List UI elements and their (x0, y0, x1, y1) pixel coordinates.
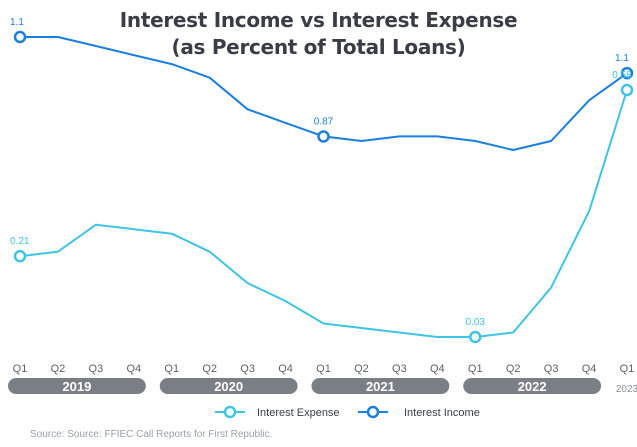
x-tick-label: Q1 (164, 363, 179, 375)
year-pill (159, 378, 298, 394)
series-line-interest-expense (19, 89, 628, 338)
x-tick-label: Q3 (89, 363, 104, 375)
data-point-marker (620, 83, 634, 97)
legend-label: Interest Income (404, 407, 480, 419)
data-point-marker (13, 30, 27, 44)
x-tick-label: Q2 (506, 363, 521, 375)
data-label: 1.1 (615, 53, 629, 64)
x-tick-label: Q1 (13, 363, 28, 375)
x-tick-label: Q2 (202, 363, 217, 375)
x-tick-label: Q1 (316, 363, 331, 375)
data-point-marker (13, 249, 27, 263)
year-label: 2021 (366, 379, 395, 394)
x-tick-label: Q3 (392, 363, 407, 375)
data-point-marker (620, 66, 634, 80)
x-tick-label: Q4 (582, 363, 597, 375)
x-tick-label: Q1 (620, 363, 635, 375)
x-tick-label: Q4 (278, 363, 293, 375)
year-pill (463, 378, 602, 394)
source-note: Source: Source: FFIEC Call Reports for F… (30, 429, 273, 440)
legend-marker (366, 405, 380, 419)
x-tick-label: Q3 (544, 363, 559, 375)
data-label: 1.1 (10, 17, 24, 28)
year-pill (8, 378, 146, 394)
data-label: 0.58 (612, 70, 632, 81)
chart-title-line-2: (as Percent of Total Loans) (171, 35, 466, 59)
x-tick-label: Q3 (240, 363, 255, 375)
chart-title-line-1: Interest Income vs Interest Expense (119, 8, 518, 32)
legend-marker (223, 405, 237, 419)
year-label: 2022 (518, 379, 547, 394)
x-tick-label: Q1 (468, 363, 483, 375)
year-label: 2019 (62, 379, 91, 394)
data-label: 0.87 (314, 116, 334, 127)
x-tick-label: Q2 (51, 363, 66, 375)
data-label: 0.21 (10, 236, 30, 247)
x-tick-label: Q4 (430, 363, 445, 375)
legend-label: Interest Expense (257, 407, 340, 419)
year-pill (311, 378, 450, 394)
year-label: 2020 (214, 379, 243, 394)
x-tick-label: Q4 (126, 363, 141, 375)
data-point-marker (469, 330, 482, 344)
year-label-2023: 2023 (616, 384, 637, 395)
x-tick-label: Q2 (354, 363, 369, 375)
data-label: 0.03 (466, 317, 486, 328)
data-point-marker (317, 130, 330, 143)
